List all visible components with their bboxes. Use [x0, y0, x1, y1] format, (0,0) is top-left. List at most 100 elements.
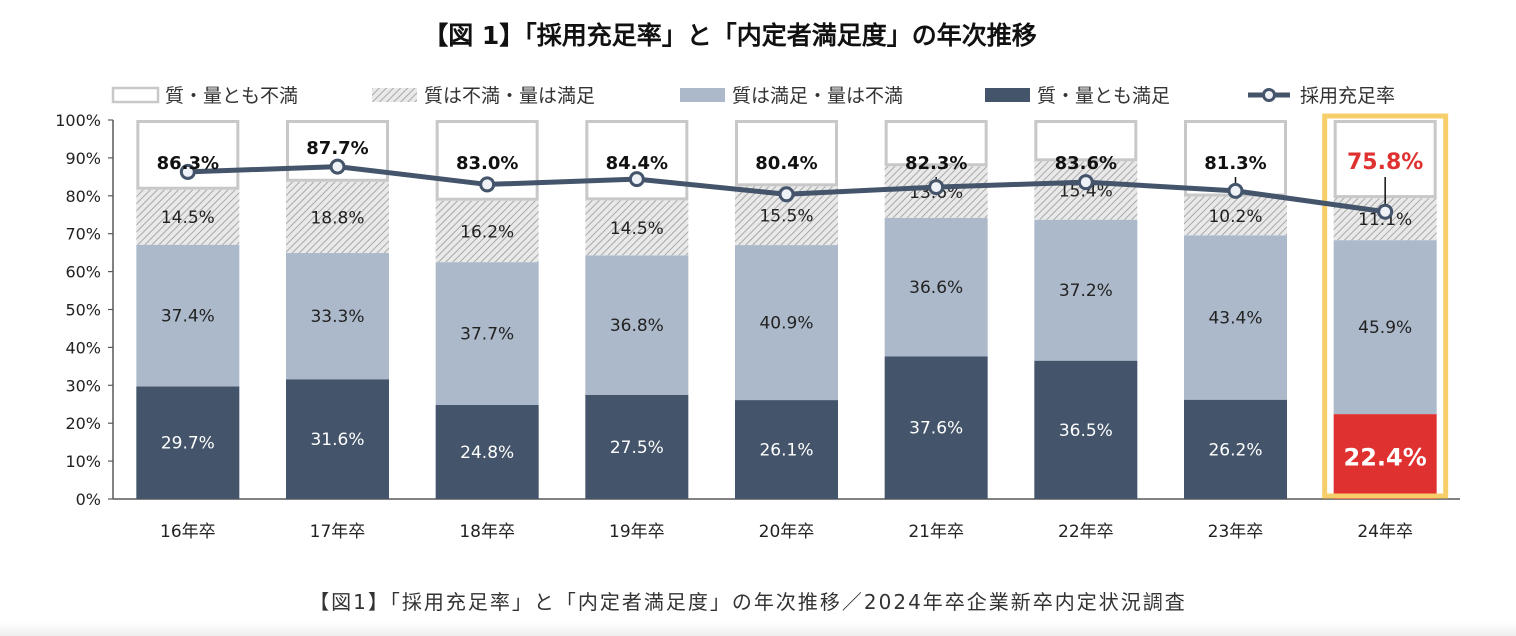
legend-label-qual_sat_qty_unsat: 質は満足・量は不満 — [732, 85, 903, 107]
data-label-qual-sat: 37.4% — [161, 307, 215, 327]
x-tick-label: 18年卒 — [459, 522, 515, 542]
data-label-sat-both: 31.6% — [310, 430, 364, 450]
data-label-sat-both: 27.5% — [610, 438, 664, 458]
chart-title: 【図 1】「採用充足率」と「内定者満足度」の年次推移 — [423, 21, 1037, 50]
fill-rate-point — [628, 171, 645, 188]
data-label-qual-unsat: 11.1% — [1358, 210, 1412, 230]
figure-caption: 【図1】「採用充足率」と「内定者満足度」の年次推移／2024年卒企業新卒内定状況… — [309, 590, 1187, 614]
y-tick-label: 40% — [65, 338, 101, 357]
data-label-qual-unsat: 16.2% — [460, 222, 514, 242]
bar-segment-qual-sat — [435, 262, 539, 406]
data-label-qual-unsat: 10.2% — [1208, 207, 1262, 227]
x-tick-label: 19年卒 — [609, 522, 665, 542]
data-label-qual-unsat: 18.8% — [310, 208, 364, 228]
x-tick-label: 23年卒 — [1208, 522, 1264, 542]
legend-label-fill_rate: 採用充足率 — [1300, 85, 1395, 107]
x-tick-label: 20年卒 — [759, 522, 815, 542]
y-tick-label: 60% — [65, 263, 101, 282]
bar-segment-sat-both — [136, 386, 240, 499]
y-tick-label: 70% — [65, 225, 101, 244]
bar-segment-qual-sat — [585, 255, 689, 395]
data-label-qual-sat: 43.4% — [1208, 308, 1262, 328]
fill-rate-point — [1077, 174, 1094, 191]
data-label-qual-sat: 33.3% — [310, 307, 364, 327]
legend-swatch-sat_both — [985, 88, 1030, 102]
data-label-sat-both: 22.4% — [1344, 444, 1427, 472]
bar-segment-qual-sat — [884, 217, 988, 357]
bar-segment-qual-sat — [735, 245, 838, 401]
x-tick-label: 17年卒 — [310, 522, 366, 542]
bar-segment-qual-unsat — [136, 189, 240, 245]
fill-rate-label: 87.7% — [306, 138, 368, 159]
x-tick-label: 16年卒 — [160, 522, 216, 542]
bar-segment-unsat-both — [735, 120, 838, 187]
legend-label-unsat_both: 質・量とも不満 — [165, 85, 298, 107]
data-label-sat-both: 24.8% — [460, 443, 514, 463]
data-label-sat-both: 37.6% — [909, 419, 963, 439]
data-label-qual-unsat: 14.5% — [610, 219, 664, 239]
fill-rate-point — [179, 163, 196, 180]
data-label-sat-both: 26.2% — [1208, 440, 1262, 460]
fill-rate-label: 75.8% — [1347, 150, 1423, 175]
x-tick-label: 22年卒 — [1058, 522, 1114, 542]
bar-segment-unsat-both — [884, 120, 988, 167]
x-axis: 16年卒 17年卒 18年卒 19年卒 20年卒 21年卒 22年卒 23年卒 24年卒 — [160, 522, 1413, 542]
fill-rate-label: 83.0% — [456, 153, 518, 174]
y-tick-label: 20% — [65, 414, 101, 433]
bar-segment-qual-unsat — [1184, 196, 1287, 236]
data-label-qual-sat: 37.2% — [1059, 281, 1113, 301]
legend-label-sat_both: 質・量とも満足 — [1037, 85, 1170, 107]
bar-segment-sat-both — [1034, 360, 1138, 499]
y-tick-label: 30% — [65, 376, 101, 395]
fill-rate-point — [1227, 182, 1244, 199]
data-label-sat-both: 29.7% — [161, 434, 215, 454]
fill-rate-label: 86.3% — [157, 153, 219, 174]
data-label-qual-unsat: 15.4% — [1059, 181, 1113, 201]
bar-segment-qual-sat — [1034, 219, 1138, 361]
bar-segment-sat-both — [1184, 399, 1287, 499]
data-label-qual-sat: 40.9% — [759, 314, 813, 334]
data-label-sat-both: 36.5% — [1059, 421, 1113, 441]
y-tick-label: 10% — [65, 452, 101, 471]
data-label-qual-sat: 37.7% — [460, 325, 514, 345]
bar-segment-qual-sat — [286, 253, 389, 380]
data-label-qual-sat: 36.6% — [909, 278, 963, 298]
bar-segment-qual-unsat — [585, 200, 689, 256]
fill-rate-label: 83.6% — [1055, 153, 1117, 174]
x-tick-label: 21年卒 — [908, 522, 964, 542]
highlight-frame — [1322, 113, 1449, 499]
data-label-qual-unsat: 15.5% — [759, 207, 813, 227]
fill-rate-point — [329, 158, 346, 175]
bar-segment-qual-sat — [1184, 235, 1287, 400]
data-label-qual-sat: 45.9% — [1358, 318, 1412, 338]
fill-rate-point — [778, 186, 795, 203]
legend-swatch-unsat_both — [111, 86, 160, 104]
fill-rate-point — [928, 179, 945, 196]
bar-segment-unsat-both — [1034, 120, 1138, 162]
legend: 質・量とも不満 質は不満・量は満足 質は満足・量は不満 質・量とも満足 採用充足率 — [111, 85, 1395, 107]
legend-swatch-qual_unsat_qty_sat — [372, 88, 417, 102]
fill-rate-label: 84.4% — [606, 153, 668, 174]
legend-swatch-qual_sat_qty_unsat — [680, 88, 725, 102]
bar-segment-sat-both — [884, 356, 988, 499]
bar-segment-sat-both — [1333, 414, 1437, 499]
bar-segment-sat-both — [435, 405, 539, 499]
fill-rate-point — [479, 176, 496, 193]
y-tick-label: 100% — [55, 111, 101, 130]
bar-segment-qual-sat — [1333, 240, 1437, 415]
bar-segment-sat-both — [286, 379, 389, 499]
bar-segment-sat-both — [735, 400, 838, 499]
fill-rate-label: 80.4% — [755, 153, 817, 174]
legend-label-qual_unsat_qty_sat: 質は不満・量は満足 — [424, 85, 595, 107]
legend-marker-icon — [1262, 88, 1276, 102]
y-tick-label: 80% — [65, 187, 101, 206]
fill-rate-label: 82.3% — [905, 153, 967, 174]
fill-rate-line: 86.3% 87.7% 83.0% 84.4% 80.4% 82.3% 83.6% 81.3%… — [157, 138, 1423, 220]
data-label-sat-both: 26.1% — [759, 441, 813, 461]
data-label-qual-unsat: 14.5% — [161, 208, 215, 228]
data-label-qual-sat: 36.8% — [610, 316, 664, 336]
fill-rate-point — [1377, 203, 1394, 220]
y-tick-label: 90% — [65, 149, 101, 168]
y-tick-label: 50% — [65, 301, 101, 320]
